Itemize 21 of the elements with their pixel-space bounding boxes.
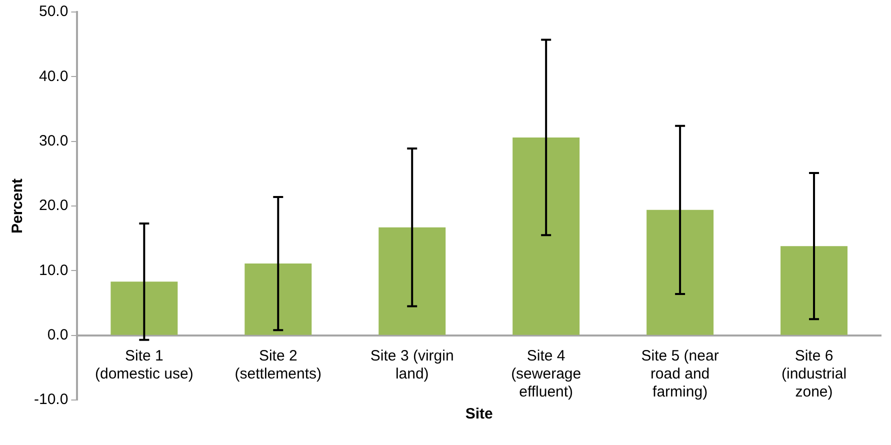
y-tick-label: 50.0 [38,3,68,20]
x-tick-label: Site 2 (settlements) [234,347,322,382]
x-tick-label: Site 6 (industrial zone) [782,347,847,400]
bar [512,137,580,335]
y-tick-label: 20.0 [38,197,68,214]
x-tick-label: Site 5 (near road and farming) [641,347,719,400]
bar [244,264,312,335]
y-tick-label: 40.0 [38,68,68,85]
y-axis-title: Percent [9,178,26,234]
y-tick-label: 10.0 [38,262,68,279]
bar [646,210,714,335]
y-tick-label: 0.0 [47,326,68,344]
bar [780,246,848,335]
bar [110,282,178,335]
x-tick-label: Site 3 (virgin land) [370,347,454,382]
y-tick-label: 30.0 [38,132,68,150]
x-tick-label: Site 4 (sewerage effluent) [511,347,582,400]
x-axis-title: Site [465,405,493,422]
x-tick-label: Site 1 (domestic use) [94,347,194,382]
bar [378,227,446,335]
y-tick-label: -10.0 [34,391,68,408]
